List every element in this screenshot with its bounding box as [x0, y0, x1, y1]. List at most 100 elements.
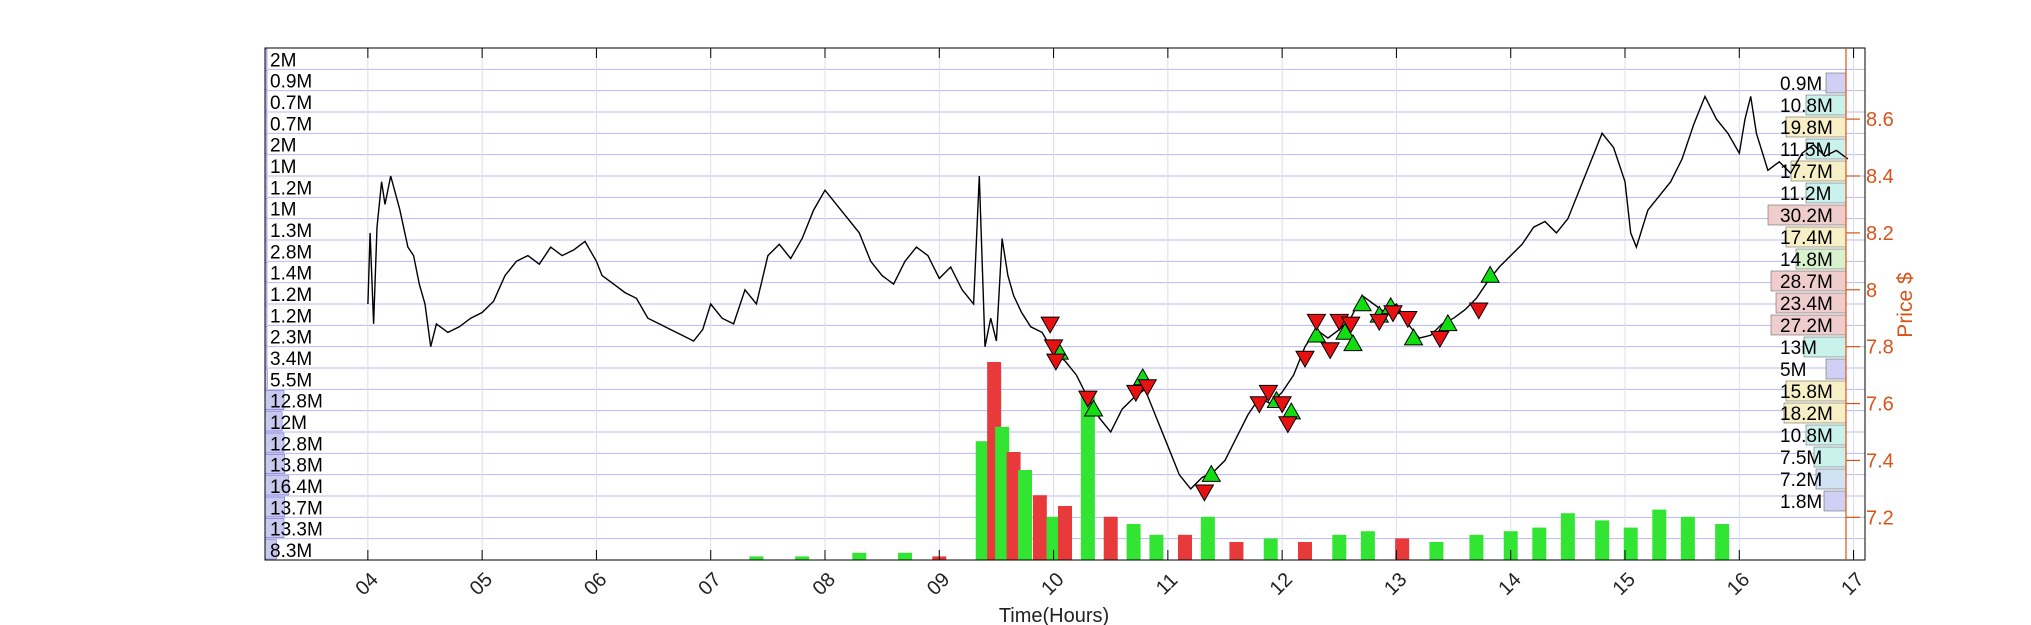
volume-bar — [1429, 542, 1444, 560]
volume-bar — [1595, 520, 1610, 560]
x-axis-label: Time(Hours) — [999, 605, 1109, 625]
trade-markers — [1040, 265, 1501, 502]
right-volume-label: 27.2M — [1780, 316, 1833, 337]
volume-bar — [795, 556, 810, 560]
left-volume-label: 1.3M — [270, 221, 312, 242]
volume-bar — [898, 552, 912, 560]
sell-marker — [1383, 305, 1403, 323]
volume-bar — [1032, 495, 1047, 560]
x-tick-label: 14 — [1494, 569, 1525, 600]
y-tick-label: 7.2 — [1866, 507, 1894, 529]
right-volume-label: 14.8M — [1780, 250, 1833, 271]
sell-marker — [1320, 342, 1341, 360]
right-volume-label: 11.2M — [1780, 184, 1831, 205]
right-volume-label: 17.4M — [1780, 228, 1833, 249]
x-tick-label: 06 — [580, 569, 611, 600]
buy-marker — [1352, 293, 1373, 312]
x-tick-label: 09 — [923, 569, 954, 600]
left-volume-label: 13.8M — [270, 456, 323, 477]
buy-marker — [1306, 325, 1327, 343]
sell-marker — [1043, 339, 1064, 357]
sell-marker — [1295, 350, 1315, 369]
buy-marker — [1437, 313, 1458, 332]
right-volume-label: 5M — [1780, 360, 1806, 381]
x-tick-label: 10 — [1037, 569, 1068, 600]
sell-marker — [1429, 330, 1450, 349]
y-tick-label: 7.6 — [1866, 394, 1894, 416]
right-volume-label: 13M — [1780, 338, 1817, 359]
right-volume-label: 7.5M — [1780, 448, 1822, 469]
sell-marker — [1397, 310, 1418, 329]
sell-marker — [1137, 379, 1158, 397]
volume-bar — [1680, 516, 1695, 560]
volume-bar — [1332, 534, 1347, 560]
right-volume-label: 0.9M — [1780, 74, 1822, 95]
left-volume-label: 8.3M — [270, 541, 312, 562]
left-volume-label: 1.2M — [270, 178, 312, 199]
left-volume-label: 0.7M — [270, 114, 312, 135]
x-tick-label: 16 — [1723, 569, 1754, 600]
volume-bar — [1298, 542, 1312, 560]
y-axis-label-right: Price $ — [1894, 272, 1917, 338]
sell-marker — [1272, 396, 1293, 414]
left-volume-label: 2.8M — [270, 242, 312, 263]
volume-bar — [1715, 524, 1730, 560]
buy-marker — [1201, 464, 1222, 482]
volume-bars — [749, 362, 1730, 560]
volume-bar — [1018, 470, 1032, 560]
right-volume-label: 15.8M — [1780, 382, 1833, 403]
volume-bar — [1149, 534, 1164, 560]
right-volume-bar — [1823, 490, 1847, 512]
x-tick-label: 15 — [1609, 569, 1640, 600]
y-axis-ticks: 7.2 7.4 7.6 7.8 8 8.2 8.4 8.6 — [1846, 109, 1894, 529]
volume-bar — [1560, 513, 1575, 560]
left-volume-label: 12.8M — [270, 434, 323, 455]
volume-bar — [1229, 542, 1244, 560]
volume-bar — [1652, 509, 1667, 560]
left-volume-label: 1.4M — [270, 264, 312, 285]
right-volume-bar — [1825, 358, 1847, 380]
sell-marker — [1369, 313, 1390, 332]
x-tick-label: 12 — [1266, 569, 1297, 600]
left-volume-label: 12.8M — [270, 392, 323, 413]
left-volume-label: 13.7M — [270, 498, 323, 519]
left-volume-label: 2.3M — [270, 328, 312, 349]
sell-marker — [1277, 416, 1298, 434]
right-volume-label: 23.4M — [1780, 294, 1833, 315]
volume-bar — [1080, 390, 1095, 560]
left-volume-label: 3.4M — [270, 349, 312, 370]
y-tick-label: 8.4 — [1866, 166, 1894, 188]
left-volume-label: 16.4M — [270, 477, 323, 498]
volume-bar — [975, 441, 990, 560]
volume-bar — [1058, 506, 1072, 560]
sell-marker — [1125, 384, 1146, 403]
volume-bar — [1103, 516, 1118, 560]
right-volume-label: 30.2M — [1780, 206, 1833, 227]
volume-bar — [1360, 531, 1375, 560]
right-volume-label: 18.2M — [1780, 404, 1833, 425]
sell-marker — [1340, 316, 1361, 334]
left-volume-label: 2M — [270, 50, 296, 71]
left-volume-label: 0.7M — [270, 93, 312, 114]
buy-marker — [1403, 328, 1424, 346]
volume-bar — [1469, 534, 1484, 560]
y-tick-label: 8 — [1866, 280, 1877, 302]
left-volume-label: 1M — [270, 200, 296, 221]
volume-bar — [1178, 534, 1192, 560]
volume-bar — [1006, 452, 1021, 560]
volume-bar — [749, 556, 764, 560]
right-volume-profile: 0.9M10.8M19.8M11.5M17.7M11.2M30.2M17.4M1… — [1767, 72, 1847, 513]
buy-marker — [1083, 399, 1104, 417]
volume-bar — [1200, 516, 1215, 560]
x-tick-label: 05 — [466, 569, 497, 600]
left-volume-label: 13.3M — [270, 520, 323, 541]
sell-marker — [1468, 302, 1489, 320]
sell-marker — [1258, 384, 1279, 403]
sell-marker — [1249, 396, 1270, 414]
buy-marker — [1343, 333, 1363, 352]
volume-bar — [1532, 527, 1547, 560]
sell-marker — [1306, 313, 1327, 332]
right-volume-label: 10.8M — [1780, 96, 1833, 117]
right-volume-label: 17.7M — [1780, 162, 1833, 183]
